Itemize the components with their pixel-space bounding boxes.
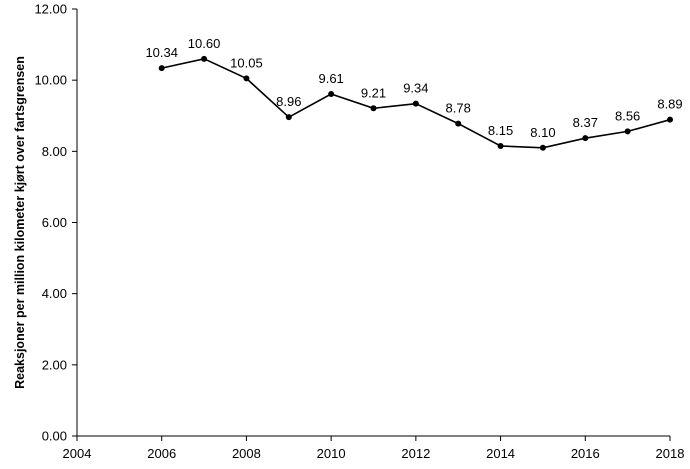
x-tick-label: 2006 xyxy=(147,446,176,461)
y-tick-label: 4.00 xyxy=(42,286,67,301)
data-point xyxy=(539,144,546,151)
data-point xyxy=(624,128,631,135)
data-point xyxy=(370,105,377,112)
data-point xyxy=(497,142,504,149)
data-label: 8.56 xyxy=(615,108,640,123)
data-label: 8.96 xyxy=(276,94,301,109)
data-label: 9.61 xyxy=(318,71,343,86)
y-tick-label: 2.00 xyxy=(42,357,67,372)
data-point xyxy=(582,135,589,142)
y-axis-ticks: 0.00 2.00 4.00 6.00 8.00 10.00 12.00 xyxy=(34,2,77,444)
data-label: 10.34 xyxy=(145,45,178,60)
y-tick-label: 0.00 xyxy=(42,429,67,444)
data-label: 8.37 xyxy=(573,115,598,130)
data-label: 9.34 xyxy=(403,81,428,96)
data-point xyxy=(412,100,419,107)
data-point xyxy=(158,65,165,72)
data-label: 8.89 xyxy=(657,97,682,112)
data-point xyxy=(667,116,673,123)
x-tick-label: 2012 xyxy=(401,446,430,461)
data-label: 10.60 xyxy=(188,36,221,51)
data-point xyxy=(285,114,292,121)
y-axis-title: Reaksjoner per million kilometer kjørt o… xyxy=(13,56,27,389)
data-point xyxy=(201,55,208,62)
y-tick-label: 8.00 xyxy=(42,144,67,159)
data-point xyxy=(243,75,250,82)
data-label: 8.15 xyxy=(488,123,513,138)
x-axis-ticks: 2004 2006 2008 2010 2012 2014 2016 2018 xyxy=(63,436,685,461)
data-label: 8.10 xyxy=(530,125,555,140)
x-tick-label: 2004 xyxy=(63,446,92,461)
data-label: 9.21 xyxy=(361,85,386,100)
x-tick-label: 2016 xyxy=(571,446,600,461)
y-tick-label: 12.00 xyxy=(34,2,67,17)
data-point xyxy=(328,91,335,98)
x-tick-label: 2018 xyxy=(656,446,685,461)
data-label: 8.78 xyxy=(446,101,471,116)
data-point xyxy=(455,120,462,127)
series-layer: 10.34 10.60 10.05 8.96 9.61 9.21 9.34 8.78 8.15 8… xyxy=(145,36,683,151)
data-label: 10.05 xyxy=(230,55,263,70)
x-tick-label: 2008 xyxy=(232,446,261,461)
x-tick-label: 2014 xyxy=(486,446,515,461)
y-tick-label: 6.00 xyxy=(42,215,67,230)
x-tick-label: 2010 xyxy=(317,446,346,461)
y-tick-label: 10.00 xyxy=(34,73,67,88)
